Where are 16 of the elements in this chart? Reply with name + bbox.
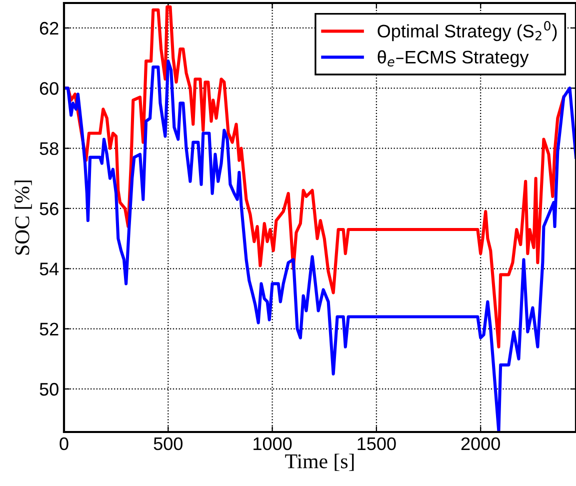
x-tick-label: 0 xyxy=(60,437,68,450)
y-tick-label: 58 xyxy=(40,142,58,156)
y-tick-label: 60 xyxy=(40,82,58,95)
x-tick-label: 1000 xyxy=(254,437,292,450)
x-tick-label: 1500 xyxy=(358,437,396,450)
y-tick-label: 50 xyxy=(40,382,58,396)
y-axis-title: SOC [%] xyxy=(14,180,32,255)
legend-label: Optimal Strategy (S$_{2}$$^{0}$) xyxy=(378,21,557,42)
y-tick-label: 54 xyxy=(40,262,59,276)
x-tick-label: 2000 xyxy=(461,437,500,450)
legend-label: θ$_{e}$–ECMS Strategy xyxy=(378,50,529,68)
y-tick-label: 52 xyxy=(40,322,58,336)
x-axis-title: Time [s] xyxy=(285,454,354,471)
y-tick-label: 56 xyxy=(40,202,58,216)
x-tick-label: 500 xyxy=(154,437,183,450)
y-tick-label: 62 xyxy=(40,22,58,35)
